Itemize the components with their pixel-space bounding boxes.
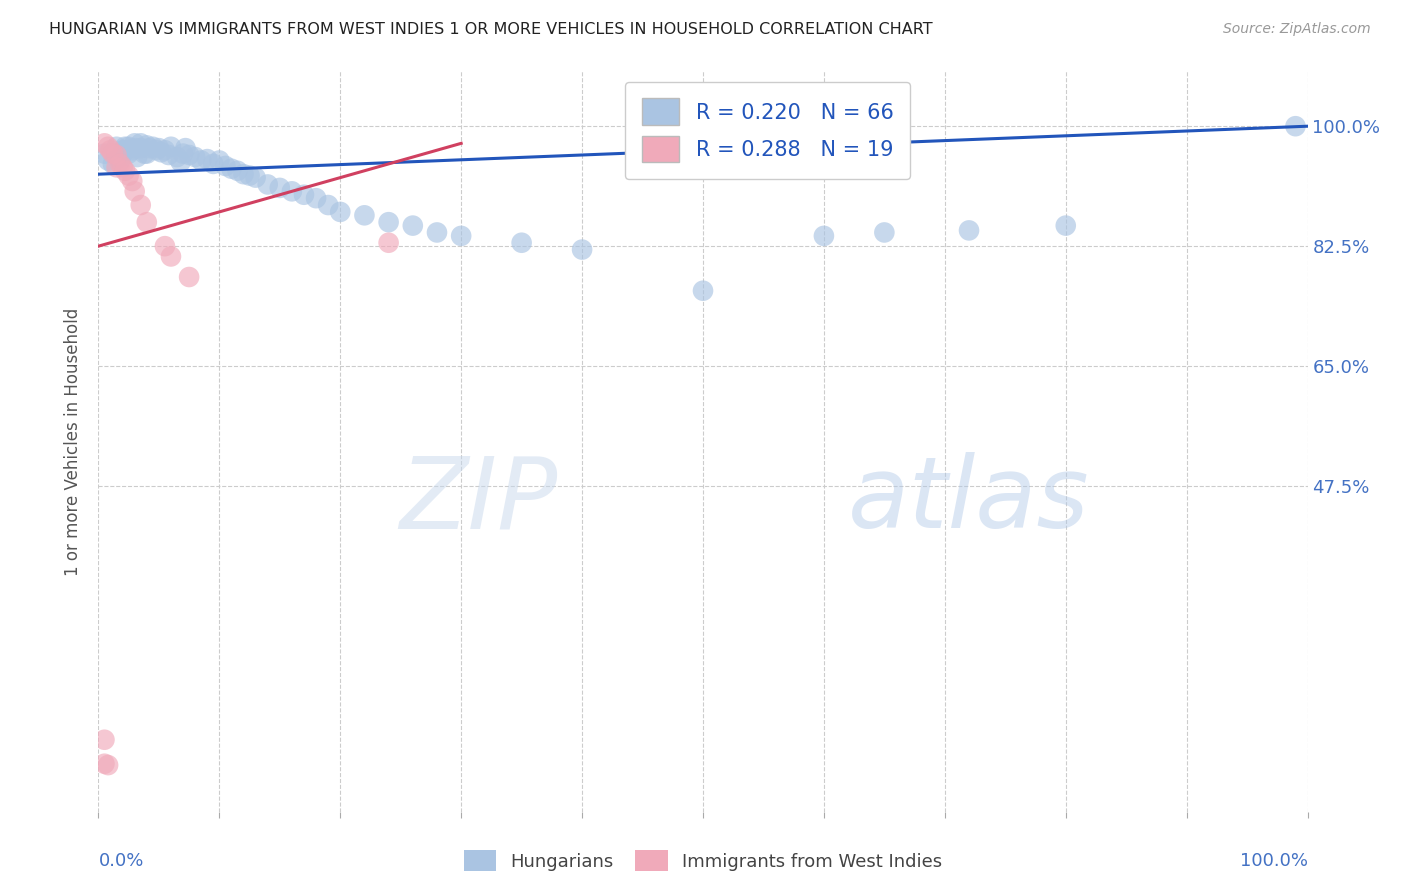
Text: HUNGARIAN VS IMMIGRANTS FROM WEST INDIES 1 OR MORE VEHICLES IN HOUSEHOLD CORRELA: HUNGARIAN VS IMMIGRANTS FROM WEST INDIES…	[49, 22, 932, 37]
Point	[121, 143, 143, 157]
Point	[127, 150, 149, 164]
Point	[105, 161, 128, 175]
Text: 100.0%: 100.0%	[1240, 853, 1308, 871]
Text: 0.0%: 0.0%	[98, 853, 143, 871]
Point	[305, 191, 328, 205]
Point	[135, 215, 157, 229]
Point	[129, 136, 152, 151]
Point	[221, 161, 243, 176]
Point	[214, 159, 236, 173]
Point	[124, 141, 146, 155]
Point	[114, 163, 136, 178]
Point	[166, 150, 188, 164]
Point	[377, 235, 399, 250]
Point	[190, 153, 212, 168]
Point	[108, 157, 131, 171]
Point	[160, 250, 183, 264]
Point	[377, 215, 399, 229]
Point	[101, 146, 124, 161]
Point	[108, 150, 131, 164]
Point	[105, 146, 128, 161]
Point	[202, 157, 225, 171]
Point	[256, 178, 278, 192]
Point	[172, 146, 194, 161]
Point	[150, 145, 173, 160]
Point	[169, 154, 191, 169]
Point	[114, 143, 136, 157]
Point	[179, 148, 201, 162]
Point	[118, 169, 141, 183]
Point	[329, 205, 352, 219]
Point	[239, 169, 262, 183]
Point	[281, 184, 304, 198]
Point	[105, 140, 128, 154]
Point	[93, 732, 115, 747]
Point	[97, 140, 120, 154]
Point	[426, 226, 449, 240]
Point	[226, 163, 249, 178]
Text: ZIP: ZIP	[399, 452, 558, 549]
Point	[93, 756, 115, 771]
Point	[111, 143, 134, 157]
Point	[1054, 219, 1077, 233]
Point	[105, 148, 128, 162]
Point	[292, 187, 315, 202]
Point	[93, 146, 115, 161]
Point	[157, 148, 180, 162]
Point	[142, 140, 165, 154]
Point	[108, 153, 131, 168]
Point	[316, 198, 339, 212]
Point	[97, 758, 120, 772]
Point	[195, 152, 218, 166]
Point	[118, 146, 141, 161]
Point	[101, 157, 124, 171]
Point	[179, 270, 201, 285]
Point	[450, 228, 472, 243]
Point	[873, 226, 896, 240]
Legend: Hungarians, Immigrants from West Indies: Hungarians, Immigrants from West Indies	[457, 843, 949, 879]
Point	[510, 235, 533, 250]
Point	[245, 170, 267, 185]
Point	[135, 146, 157, 161]
Legend: R = 0.220   N = 66, R = 0.288   N = 19: R = 0.220 N = 66, R = 0.288 N = 19	[624, 82, 910, 179]
Point	[145, 143, 167, 157]
Point	[124, 184, 146, 198]
Point	[111, 146, 134, 161]
Point	[153, 239, 176, 253]
Point	[208, 153, 231, 168]
Point	[184, 150, 207, 164]
Text: atlas: atlas	[848, 452, 1090, 549]
Point	[153, 143, 176, 157]
Point	[129, 198, 152, 212]
Point	[353, 208, 375, 222]
Point	[100, 143, 122, 157]
Point	[138, 141, 160, 155]
Point	[114, 140, 136, 154]
Point	[269, 181, 291, 195]
Point	[232, 167, 254, 181]
Point	[134, 146, 156, 161]
Point	[174, 141, 197, 155]
Point	[93, 136, 115, 151]
Point	[124, 136, 146, 151]
Point	[148, 141, 170, 155]
Point	[813, 228, 835, 243]
Point	[692, 284, 714, 298]
Point	[571, 243, 593, 257]
Point	[97, 153, 120, 168]
Point	[129, 141, 152, 155]
Point	[957, 223, 980, 237]
Text: Source: ZipAtlas.com: Source: ZipAtlas.com	[1223, 22, 1371, 37]
Point	[135, 138, 157, 153]
Point	[118, 140, 141, 154]
Point	[111, 161, 134, 175]
Point	[121, 174, 143, 188]
Point	[160, 140, 183, 154]
Point	[402, 219, 425, 233]
Y-axis label: 1 or more Vehicles in Household: 1 or more Vehicles in Household	[65, 308, 83, 575]
Point	[1284, 119, 1306, 133]
